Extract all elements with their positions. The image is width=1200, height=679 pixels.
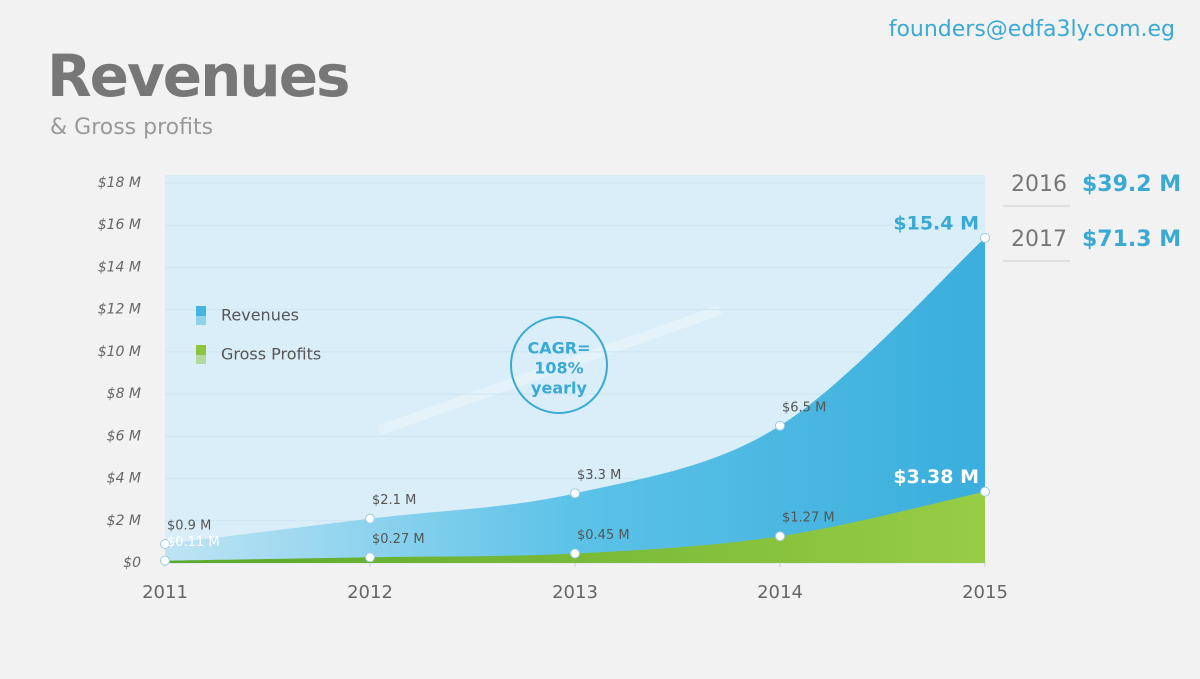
projection-year: 2016 (1011, 172, 1067, 197)
legend-swatch (196, 316, 206, 325)
y-tick-label: $6 M (107, 428, 141, 444)
y-tick-label: $10 M (98, 344, 141, 360)
cagr-badge: CAGR= 108% yearly (510, 316, 608, 414)
data-label: $3.38 M (893, 466, 979, 488)
area (165, 491, 985, 563)
y-tick-label: $16 M (98, 217, 141, 233)
projection-value: $71.3 M (1082, 227, 1181, 252)
data-point (775, 531, 785, 542)
x-tick-label: 2015 (962, 582, 1008, 603)
data-point (570, 488, 580, 499)
legend-swatch (196, 355, 206, 364)
projections: 2016 $39.2 M 2017 $71.3 M (1003, 172, 1181, 262)
annotation-line: CAGR= (528, 339, 591, 358)
x-tick-label: 2014 (757, 582, 803, 603)
cagr-circle (510, 316, 608, 414)
slide-subtitle: & Gross profits (50, 115, 213, 140)
data-label: $0.11 M (167, 535, 220, 550)
x-tick-label: 2012 (347, 582, 393, 603)
data-point (980, 486, 990, 497)
data-label: $0.45 M (577, 528, 630, 543)
projection-value: $39.2 M (1082, 172, 1181, 197)
annotation-line: yearly (531, 379, 587, 398)
data-point (775, 420, 785, 431)
contact-email: founders@edfa3ly.com.eg (889, 17, 1175, 42)
y-tick-label: $12 M (98, 302, 141, 318)
data-label: $0.27 M (372, 532, 425, 547)
projection-year: 2017 (1011, 227, 1067, 252)
data-point (365, 552, 375, 563)
data-point (160, 539, 170, 549)
legend: Revenues Gross Profits (196, 306, 321, 364)
slide-title: Revenues (47, 42, 349, 110)
data-label: $6.5 M (782, 400, 826, 415)
data-point (570, 548, 580, 559)
y-tick-label: $8 M (107, 386, 141, 402)
legend-label: Gross Profits (221, 345, 321, 364)
plot: $0 $2 M $4 M $6 M $8 M $10 M $12 M $14 M $16 M $1… (98, 175, 1008, 603)
legend-label: Revenues (221, 306, 299, 325)
x-tick-label: 2011 (142, 582, 188, 603)
y-tick-label: $14 M (98, 259, 141, 275)
data-label: $2.1 M (372, 493, 416, 508)
data-label: $15.4 M (893, 212, 979, 234)
annotation-line: 108% (534, 359, 583, 378)
y-tick-label: $18 M (98, 175, 141, 191)
trend-streak (378, 305, 722, 435)
data-point (160, 555, 170, 566)
y-tick-label: $2 M (107, 513, 141, 529)
data-label: $0.9 M (167, 519, 211, 534)
area (165, 237, 985, 563)
y-tick-label: $4 M (107, 471, 141, 487)
x-tick-label: 2013 (552, 582, 598, 603)
data-point (980, 232, 990, 243)
data-label: $3.3 M (577, 468, 621, 483)
y-tick-label: $0 (123, 555, 141, 571)
data-point (365, 513, 375, 524)
legend-swatch (196, 306, 206, 316)
legend-swatch (196, 345, 206, 355)
data-label: $1.27 M (782, 511, 835, 526)
